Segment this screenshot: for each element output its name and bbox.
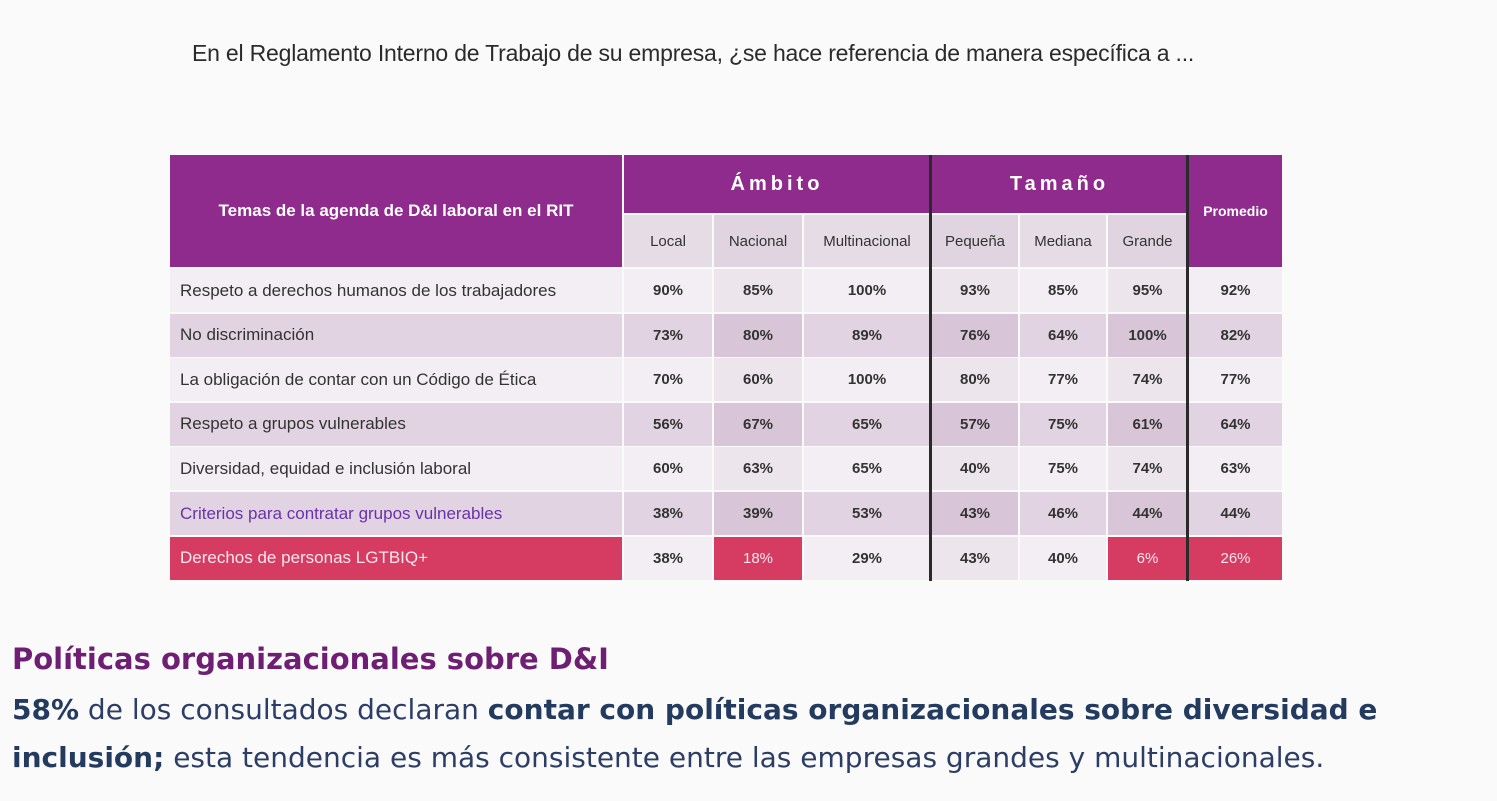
- divider-promedio: [1186, 155, 1189, 581]
- footer-bold-1: contar con políticas organizacionales so…: [12, 693, 1378, 774]
- cell-nacional: 18%: [714, 536, 802, 580]
- table-row: Respeto a grupos vulnerables 56% 67% 65% 57%…: [170, 402, 1282, 447]
- results-table: Temas de la agenda de D&I laboral en el …: [170, 155, 1282, 581]
- cell-grande: 74%: [1108, 358, 1187, 402]
- cell-multinacional: 29%: [804, 536, 930, 580]
- cell-multinacional: 89%: [804, 313, 930, 357]
- cell-grande: 95%: [1108, 269, 1187, 312]
- topic-header-label: Temas de la agenda de D&I laboral en el …: [218, 201, 574, 220]
- cell-multinacional: 53%: [804, 492, 930, 535]
- cell-pequena: 43%: [932, 492, 1018, 535]
- footer-text-1: de los consultados declaran: [79, 693, 488, 726]
- cell-nacional: 60%: [714, 358, 802, 402]
- cell-promedio: 64%: [1189, 402, 1282, 446]
- cell-mediana: 46%: [1020, 492, 1106, 535]
- table-row: Diversidad, equidad e inclusión laboral 6…: [170, 447, 1282, 491]
- cell-nacional: 67%: [714, 402, 802, 446]
- table-row: Respeto a derechos humanos de los trabaj…: [170, 269, 1282, 313]
- subheader-multinacional: Multinacional: [804, 215, 930, 267]
- cell-grande: 100%: [1108, 313, 1187, 357]
- row-label: No discriminación: [170, 313, 622, 357]
- footer-title: Políticas organizacionales sobre D&I: [12, 642, 609, 676]
- cell-nacional: 85%: [714, 269, 802, 312]
- ambito-header-label: Ámbito: [730, 172, 824, 195]
- promedio-header: Promedio: [1189, 155, 1282, 267]
- cell-multinacional: 65%: [804, 447, 930, 491]
- row-label: Respeto a grupos vulnerables: [170, 402, 622, 446]
- cell-multinacional: 100%: [804, 358, 930, 402]
- cell-pequena: 80%: [932, 358, 1018, 402]
- tamano-header-label: Tamaño: [1009, 172, 1110, 195]
- divider-ambito: [929, 155, 932, 581]
- cell-nacional: 63%: [714, 447, 802, 491]
- cell-pequena: 57%: [932, 402, 1018, 446]
- cell-multinacional: 100%: [804, 269, 930, 312]
- row-label: Derechos de personas LGTBIQ+: [170, 536, 622, 580]
- cell-grande: 44%: [1108, 492, 1187, 535]
- table-row: Derechos de personas LGTBIQ+ 38% 18% 29% 43%…: [170, 536, 1282, 581]
- cell-promedio: 63%: [1189, 447, 1282, 491]
- cell-mediana: 77%: [1020, 358, 1106, 402]
- cell-local: 90%: [624, 269, 712, 312]
- subheader-mediana: Mediana: [1020, 215, 1106, 267]
- subheader-nacional: Nacional: [714, 215, 802, 267]
- question-heading: En el Reglamento Interno de Trabajo de s…: [192, 40, 1195, 66]
- cell-local: 70%: [624, 358, 712, 402]
- cell-grande: 74%: [1108, 447, 1187, 491]
- cell-multinacional: 65%: [804, 402, 930, 446]
- cell-mediana: 40%: [1020, 536, 1106, 580]
- topic-header: Temas de la agenda de D&I laboral en el …: [170, 155, 622, 267]
- cell-nacional: 80%: [714, 313, 802, 357]
- cell-pequena: 76%: [932, 313, 1018, 357]
- table-row: No discriminación 73% 80% 89% 76% 64% 100% 82%: [170, 313, 1282, 358]
- cell-local: 38%: [624, 536, 712, 580]
- table-row: La obligación de contar con un Código de…: [170, 358, 1282, 402]
- cell-promedio: 26%: [1189, 536, 1282, 580]
- row-label: Respeto a derechos humanos de los trabaj…: [170, 269, 622, 312]
- cell-promedio: 92%: [1189, 269, 1282, 312]
- cell-mediana: 64%: [1020, 313, 1106, 357]
- cell-local: 38%: [624, 492, 712, 535]
- subheader-grande: Grande: [1108, 215, 1187, 267]
- cell-local: 60%: [624, 447, 712, 491]
- cell-mediana: 75%: [1020, 402, 1106, 446]
- cell-local: 73%: [624, 313, 712, 357]
- footer-percentage: 58%: [12, 693, 80, 726]
- cell-promedio: 44%: [1189, 492, 1282, 535]
- cell-pequena: 43%: [932, 536, 1018, 580]
- table-row: Criterios para contratar grupos vulnerab…: [170, 492, 1282, 536]
- cell-promedio: 77%: [1189, 358, 1282, 402]
- cell-local: 56%: [624, 402, 712, 446]
- promedio-header-label: Promedio: [1203, 203, 1268, 219]
- cell-nacional: 39%: [714, 492, 802, 535]
- cell-mediana: 75%: [1020, 447, 1106, 491]
- tamano-header: Tamaño: [932, 155, 1187, 213]
- row-label: Diversidad, equidad e inclusión laboral: [170, 447, 622, 491]
- row-label: Criterios para contratar grupos vulnerab…: [170, 492, 622, 535]
- ambito-header: Ámbito: [624, 155, 930, 213]
- row-label: La obligación de contar con un Código de…: [170, 358, 622, 402]
- cell-pequena: 40%: [932, 447, 1018, 491]
- cell-pequena: 93%: [932, 269, 1018, 312]
- cell-promedio: 82%: [1189, 313, 1282, 357]
- subheader-pequena: Pequeña: [932, 215, 1018, 267]
- subheader-local: Local: [624, 215, 712, 267]
- cell-grande: 6%: [1108, 536, 1187, 580]
- cell-mediana: 85%: [1020, 269, 1106, 312]
- footer-text-2: esta tendencia es más consistente entre …: [164, 741, 1325, 774]
- footer-paragraph: 58% de los consultados declaran contar c…: [12, 686, 1482, 782]
- cell-grande: 61%: [1108, 402, 1187, 446]
